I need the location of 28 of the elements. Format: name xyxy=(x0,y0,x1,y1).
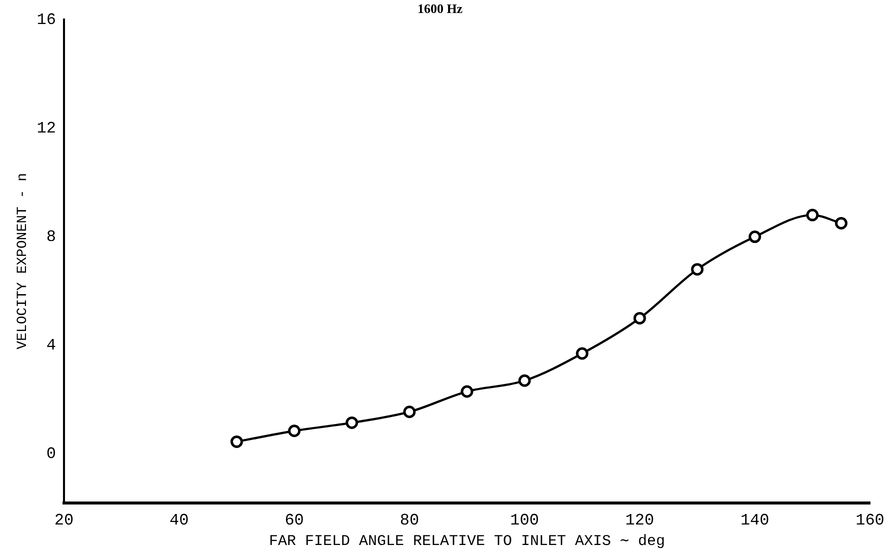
point xyxy=(518,374,531,387)
point xyxy=(748,230,762,244)
y-tick-label: 16 xyxy=(36,10,56,29)
x-tick-label: 160 xyxy=(856,512,884,530)
point xyxy=(633,312,646,324)
x-tick-label: 60 xyxy=(284,512,304,530)
point xyxy=(403,406,416,418)
x-tick-label: 40 xyxy=(170,512,189,530)
y-tick-label: 8 xyxy=(46,228,56,246)
point xyxy=(460,385,474,398)
point xyxy=(230,435,243,448)
x-axis-title: FAR FIELD ANGLE RELATIVE TO INLET AXIS ∼ deg xyxy=(268,532,666,550)
x-tick-label: 20 xyxy=(54,512,74,530)
point xyxy=(691,263,704,276)
y-axis-title: VELOCITY EXPONENT - n xyxy=(15,172,32,350)
chart-title: 1600 Hz xyxy=(417,1,463,16)
x-tick-label: 80 xyxy=(400,512,420,530)
y-tick-label: 0 xyxy=(46,445,56,464)
x-tick-label: 100 xyxy=(510,512,539,530)
x-tick-label: 140 xyxy=(740,512,770,530)
point xyxy=(288,424,301,438)
y-tick-label: 12 xyxy=(36,119,56,138)
y-tick-label: 4 xyxy=(46,336,56,355)
point xyxy=(806,208,819,222)
point xyxy=(346,416,358,429)
x-tick-label: 120 xyxy=(625,512,654,530)
point xyxy=(576,347,588,360)
point xyxy=(834,216,848,230)
